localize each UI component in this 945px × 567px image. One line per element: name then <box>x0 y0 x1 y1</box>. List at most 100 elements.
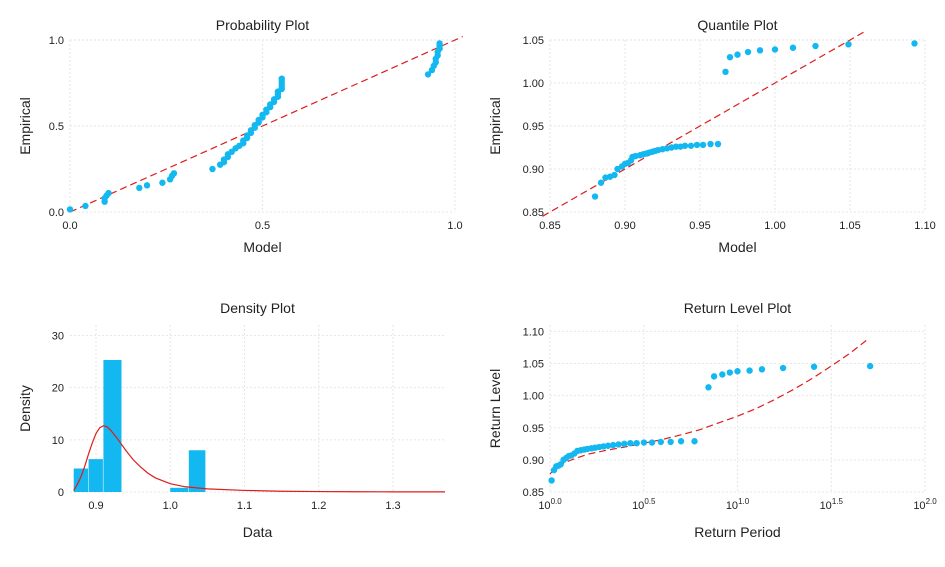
return-level-ytick-label: 1.10 <box>523 326 544 338</box>
density-ytick-label: 10 <box>52 435 64 447</box>
quantile-xtick-label: 1.05 <box>839 220 860 232</box>
return-level-xtick-label: 101.0 <box>726 497 750 512</box>
return-level-point <box>657 438 665 446</box>
quantile-xtick-label: 1.00 <box>764 220 785 232</box>
probability-ylabel: Empirical <box>17 97 33 155</box>
density-bar-2 <box>103 359 122 492</box>
probability-point <box>105 189 112 197</box>
quantile-point <box>911 40 918 47</box>
return-level-point <box>719 371 726 378</box>
probability-point <box>170 170 178 177</box>
density-density-curve <box>73 425 446 493</box>
return-level-ytick-label: 0.95 <box>523 423 544 435</box>
probability-xtick-label: 0.0 <box>62 220 77 232</box>
return-level-point <box>640 439 648 446</box>
density-xtick-label: 1.0 <box>163 500 178 512</box>
probability-point <box>82 202 89 210</box>
probability-point <box>143 182 151 189</box>
density-xtick-label: 1.1 <box>237 500 252 512</box>
return-level-point <box>705 384 712 391</box>
quantile-xtick-label: 0.90 <box>614 220 635 232</box>
return-level-point <box>615 441 622 448</box>
quantile-point <box>611 171 618 179</box>
return-level-fit-curve <box>549 338 870 475</box>
return-level-ytick-label: 0.85 <box>523 487 544 499</box>
quantile-plot: 0.85 0.90 0.95 1.00 1.05 1.10 0.85 0.90 0.95 1.00… <box>487 17 936 255</box>
quantile-point <box>845 41 852 48</box>
density-ytick-label: 20 <box>52 383 64 395</box>
probability-point <box>209 165 216 173</box>
return-level-xtick-label: 101.5 <box>820 497 844 512</box>
quantile-xtick-label: 0.95 <box>689 220 710 232</box>
return-level-point <box>779 364 787 372</box>
quantile-point <box>699 141 707 149</box>
density-ylabel: Density <box>17 385 33 432</box>
quantile-point <box>756 47 764 54</box>
return-level-point <box>866 362 874 370</box>
quantile-point <box>722 68 729 76</box>
probability-xlabel: Model <box>243 239 281 255</box>
quantile-point <box>681 142 689 149</box>
quantile-ytick-label: 1.05 <box>523 35 544 47</box>
probability-point <box>278 75 285 82</box>
probability-point <box>136 184 143 192</box>
probability-title: Probability Plot <box>216 17 309 33</box>
return-level-point <box>691 438 698 445</box>
quantile-point <box>812 42 819 50</box>
quantile-point <box>726 54 734 61</box>
density-xtick-label: 1.3 <box>385 500 400 512</box>
quantile-point <box>597 179 605 186</box>
return-level-xtick-label: 100.0 <box>538 497 562 512</box>
return-level-plot: 100.0 100.5 101.0 101.5 102.0 0.85 0.90 0.95 1.0… <box>487 300 937 540</box>
return-level-point <box>627 439 634 447</box>
quantile-point <box>591 193 599 200</box>
quantile-ylabel: Empirical <box>487 97 503 155</box>
probability-point <box>436 40 443 47</box>
probability-ytick-label: 0.5 <box>49 121 64 133</box>
return-level-point <box>621 440 628 448</box>
probability-xtick-label: 1.0 <box>447 220 462 232</box>
return-level-ylabel: Return Level <box>487 369 503 448</box>
density-bar-0 <box>73 468 89 492</box>
density-bar-3 <box>170 487 189 492</box>
quantile-ytick-label: 1.00 <box>523 78 544 90</box>
quantile-point <box>672 143 680 150</box>
quantile-point <box>789 44 797 51</box>
return-level-ytick-label: 1.05 <box>523 359 544 371</box>
quantile-xtick-label: 0.85 <box>539 220 560 232</box>
density-xtick-label: 0.9 <box>88 500 103 512</box>
return-level-xtick-label: 102.0 <box>913 497 937 512</box>
quantile-point <box>771 46 779 53</box>
probability-point <box>424 71 432 78</box>
return-level-point <box>548 477 555 484</box>
quantile-point <box>693 141 701 149</box>
quantile-point <box>734 51 741 58</box>
return-level-point <box>710 373 718 380</box>
return-level-ytick-label: 1.00 <box>523 391 544 403</box>
return-level-xtick-label: 100.5 <box>632 497 656 512</box>
return-level-xlabel: Return Period <box>694 524 780 540</box>
return-level-point <box>604 442 612 449</box>
density-xlabel: Data <box>243 524 273 540</box>
probability-reference-line <box>69 36 463 213</box>
density-bar-1 <box>88 459 103 492</box>
probability-plot: 0.0 0.5 1.0 0.0 0.5 1.0 Probability Plot Model E… <box>17 17 463 255</box>
return-level-point <box>726 369 734 376</box>
return-level-point <box>810 363 818 370</box>
density-title: Density Plot <box>220 300 295 316</box>
return-level-point <box>648 439 656 446</box>
quantile-ytick-label: 0.85 <box>523 207 544 219</box>
probability-ytick-label: 0.0 <box>49 207 64 219</box>
return-level-point <box>734 368 741 375</box>
return-level-ytick-label: 0.90 <box>523 455 544 467</box>
quantile-reference-line <box>542 30 866 217</box>
quantile-title: Quantile Plot <box>697 17 777 33</box>
probability-ytick-label: 1.0 <box>49 35 64 47</box>
density-ytick-label: 30 <box>52 330 64 342</box>
return-level-point <box>746 367 753 374</box>
return-level-point <box>677 438 685 445</box>
quantile-xlabel: Model <box>718 239 756 255</box>
density-ytick-label: 0 <box>58 487 64 499</box>
quantile-ytick-label: 0.90 <box>523 164 544 176</box>
density-bar-4 <box>188 450 206 492</box>
